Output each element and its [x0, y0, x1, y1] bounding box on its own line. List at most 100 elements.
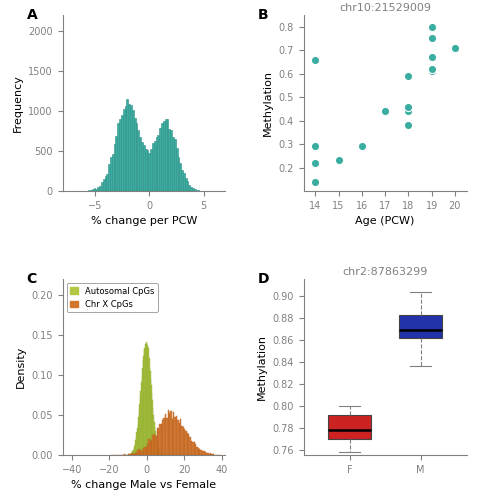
- Legend: Autosomal CpGs, Chr X CpGs: Autosomal CpGs, Chr X CpGs: [67, 283, 157, 312]
- PathPatch shape: [398, 316, 441, 338]
- Bar: [157, 428, 159, 455]
- Bar: [135, 440, 136, 455]
- Bar: [92, 189, 94, 191]
- Bar: [167, 410, 168, 455]
- Bar: [106, 174, 108, 191]
- Point: [404, 107, 411, 115]
- Bar: [184, 178, 186, 191]
- Bar: [117, 123, 119, 191]
- Bar: [115, 136, 117, 191]
- Bar: [137, 130, 139, 191]
- X-axis label: Age (PCW): Age (PCW): [355, 216, 414, 226]
- Point: [334, 156, 342, 164]
- Bar: [179, 163, 181, 191]
- Bar: [173, 412, 174, 455]
- Bar: [212, 454, 214, 455]
- Bar: [172, 137, 173, 191]
- Point: [311, 178, 318, 186]
- Bar: [97, 187, 99, 191]
- Bar: [199, 449, 200, 455]
- Bar: [211, 454, 212, 455]
- Bar: [159, 451, 160, 455]
- Bar: [147, 348, 148, 455]
- Point: [381, 107, 388, 115]
- Bar: [181, 170, 182, 191]
- Point: [357, 142, 365, 150]
- Bar: [166, 119, 168, 191]
- Bar: [150, 378, 151, 455]
- Bar: [95, 189, 97, 191]
- Bar: [146, 340, 147, 455]
- Bar: [88, 190, 90, 191]
- Bar: [104, 176, 106, 191]
- Bar: [129, 454, 130, 455]
- Bar: [140, 450, 141, 455]
- Bar: [207, 453, 208, 455]
- Bar: [175, 416, 177, 455]
- Bar: [166, 418, 167, 455]
- Bar: [139, 137, 141, 191]
- Bar: [154, 142, 156, 191]
- Bar: [188, 184, 190, 191]
- Bar: [148, 153, 150, 191]
- Bar: [136, 452, 137, 455]
- Bar: [168, 412, 170, 455]
- Bar: [152, 434, 154, 455]
- Bar: [148, 439, 149, 455]
- Text: B: B: [257, 8, 268, 22]
- Bar: [151, 440, 152, 455]
- Title: chr10:21529009: chr10:21529009: [338, 3, 430, 13]
- Bar: [124, 106, 126, 191]
- Point: [427, 22, 434, 30]
- Bar: [182, 173, 184, 191]
- Bar: [141, 375, 142, 455]
- Y-axis label: Frequency: Frequency: [12, 74, 23, 132]
- Point: [427, 65, 434, 73]
- Bar: [193, 189, 195, 191]
- Point: [311, 159, 318, 167]
- Bar: [152, 143, 154, 191]
- Bar: [103, 178, 104, 191]
- Point: [404, 72, 411, 80]
- Bar: [150, 148, 152, 191]
- Bar: [122, 108, 124, 191]
- Bar: [162, 454, 163, 455]
- Point: [311, 142, 318, 150]
- Point: [311, 56, 318, 64]
- Bar: [130, 454, 131, 455]
- Bar: [196, 447, 197, 455]
- Bar: [170, 130, 172, 191]
- Bar: [208, 454, 210, 455]
- Y-axis label: Density: Density: [16, 346, 26, 388]
- Point: [450, 44, 458, 52]
- Bar: [154, 434, 155, 455]
- Bar: [165, 414, 166, 455]
- Bar: [157, 134, 159, 191]
- Bar: [145, 342, 146, 455]
- Bar: [131, 453, 132, 455]
- Bar: [193, 442, 194, 455]
- Bar: [156, 137, 157, 191]
- Bar: [205, 453, 207, 455]
- Bar: [160, 424, 162, 455]
- Bar: [153, 414, 154, 455]
- Bar: [190, 187, 192, 191]
- Point: [427, 68, 434, 76]
- Bar: [192, 188, 193, 191]
- Bar: [101, 182, 103, 191]
- Bar: [200, 450, 202, 455]
- Bar: [138, 449, 140, 455]
- Bar: [128, 104, 130, 191]
- Bar: [157, 444, 158, 455]
- Bar: [94, 188, 95, 191]
- Bar: [168, 130, 170, 191]
- Bar: [156, 428, 157, 455]
- Bar: [191, 441, 192, 455]
- Bar: [182, 427, 184, 455]
- Bar: [194, 444, 196, 455]
- Y-axis label: Methylation: Methylation: [263, 70, 273, 136]
- Bar: [173, 139, 175, 191]
- Point: [404, 122, 411, 130]
- Text: A: A: [26, 8, 37, 22]
- Bar: [197, 448, 199, 455]
